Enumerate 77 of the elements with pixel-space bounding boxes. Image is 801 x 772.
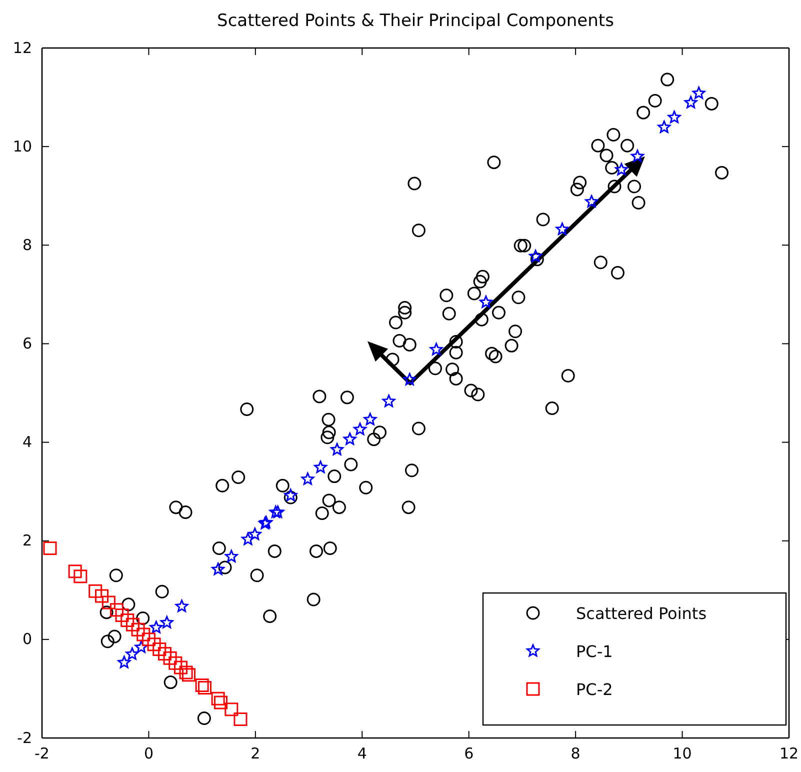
point	[95, 589, 109, 603]
point	[248, 528, 262, 540]
point	[585, 195, 598, 208]
point	[214, 696, 228, 710]
point	[150, 620, 163, 634]
x-tick-label: 8	[570, 744, 580, 763]
x-tick-label: 6	[464, 744, 474, 763]
point	[430, 342, 443, 356]
legend-label: Scattered Points	[576, 604, 707, 623]
legend-label: PC-2	[576, 680, 613, 699]
point	[198, 680, 212, 694]
y-tick-label: 6	[22, 334, 32, 353]
point	[301, 472, 314, 485]
point	[168, 656, 182, 670]
point	[131, 622, 145, 636]
point	[224, 702, 238, 716]
point	[152, 642, 166, 656]
point	[314, 460, 327, 474]
point	[556, 222, 569, 235]
point	[126, 647, 139, 660]
x-tick-label: 2	[250, 744, 260, 763]
point	[134, 640, 148, 653]
y-tick-label: 8	[22, 236, 32, 254]
chart-title: Scattered Points & Their Principal Components	[217, 11, 614, 31]
legend-label: PC-1	[576, 642, 613, 661]
point	[615, 162, 628, 176]
point	[147, 638, 161, 652]
point	[631, 150, 644, 162]
point	[136, 628, 150, 642]
point	[224, 550, 238, 562]
point	[43, 542, 57, 555]
point	[110, 603, 124, 617]
x-tick-label: 4	[357, 744, 367, 763]
point	[668, 110, 681, 124]
point	[158, 646, 172, 660]
point	[174, 660, 188, 674]
point	[175, 600, 188, 612]
point	[343, 432, 356, 445]
point	[234, 712, 248, 726]
y-tick-label: 2	[22, 532, 32, 550]
x-tick-label: 12	[779, 744, 799, 763]
y-tick-label: 10	[12, 137, 32, 156]
point	[142, 632, 156, 646]
point	[88, 584, 102, 598]
point	[120, 613, 134, 627]
point	[692, 86, 706, 99]
point	[354, 422, 366, 436]
point	[479, 296, 492, 308]
point	[364, 412, 377, 426]
point	[330, 442, 344, 456]
x-tick-label: -2	[34, 744, 50, 763]
x-tick-label: 10	[672, 744, 692, 763]
point	[242, 532, 254, 545]
point	[195, 678, 209, 692]
point	[118, 656, 131, 668]
point	[403, 372, 416, 386]
point	[529, 250, 542, 262]
point	[212, 562, 225, 576]
point	[211, 692, 225, 706]
y-tick-label: -2	[17, 728, 32, 747]
y-tick-label: 12	[12, 38, 32, 57]
x-tick-label: 0	[144, 744, 154, 763]
y-tick-label: 0	[22, 630, 32, 648]
point	[74, 570, 88, 584]
point	[115, 608, 129, 622]
point	[126, 618, 140, 632]
point	[658, 120, 671, 133]
point	[382, 394, 396, 407]
point	[284, 488, 298, 502]
point	[179, 666, 193, 680]
y-tick-label: 4	[22, 433, 32, 452]
point	[684, 96, 698, 108]
point	[68, 564, 82, 578]
point	[160, 616, 174, 628]
point	[182, 668, 196, 682]
point	[163, 651, 177, 665]
point	[102, 596, 116, 610]
